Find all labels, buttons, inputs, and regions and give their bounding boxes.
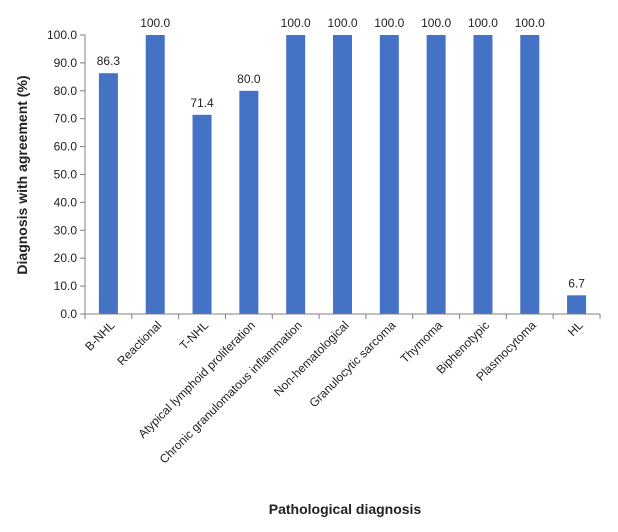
category-label: T-NHL [177,318,212,353]
data-label: 100.0 [140,16,170,30]
x-axis-ticks [84,314,601,319]
bar [473,35,493,314]
bar [98,73,118,315]
y-axis-ticks: 0.0 10.0 20.0 30.0 40.0 50.0 60.0 70.0 80.0 90.0 1… [47,28,85,321]
data-label: 100.0 [515,16,545,30]
category-label: Granulocytic sarcoma [306,318,398,410]
y-tick-label: 20.0 [54,251,78,265]
y-tick-label: 70.0 [54,112,78,126]
bar [145,35,165,314]
data-label: 100.0 [468,16,498,30]
y-tick-label: 60.0 [54,140,78,154]
bar [192,114,212,314]
category-label: B-NHL [82,318,118,354]
data-labels: 86.3 100.0 71.4 80.0 100.0 100.0 100.0 100.0 100… [97,16,586,290]
y-tick-label: 90.0 [54,56,78,70]
bar [286,35,306,314]
x-axis-title: Pathological diagnosis [269,501,422,517]
bars [98,35,587,315]
data-label: 100.0 [327,16,357,30]
data-label: 80.0 [237,72,261,86]
data-label: 86.3 [97,54,121,68]
y-tick-label: 0.0 [60,307,77,321]
y-tick-label: 50.0 [54,168,78,182]
bar [426,35,446,314]
y-axis-title: Diagnosis with agreement (%) [14,75,30,274]
y-tick-label: 30.0 [54,223,78,237]
category-label: Thymoma [398,318,446,366]
bar [379,35,399,314]
bar [239,90,259,314]
data-label: 71.4 [190,96,214,110]
bar [333,35,352,314]
y-tick-label: 10.0 [54,279,78,293]
data-label: 6.7 [568,276,585,290]
data-label: 100.0 [281,16,311,30]
data-label: 100.0 [374,16,404,30]
bar [520,35,540,314]
y-tick-label: 80.0 [54,84,78,98]
y-tick-label: 40.0 [54,195,78,209]
y-tick-label: 100.0 [47,28,77,42]
data-label: 100.0 [421,16,451,30]
category-label: HL [565,318,586,339]
category-label: Reactional [114,318,164,368]
bar [567,295,587,314]
